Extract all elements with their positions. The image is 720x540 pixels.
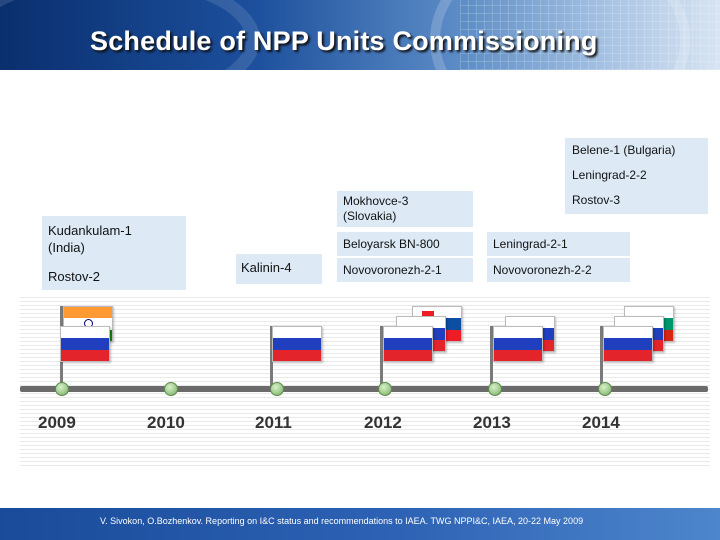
year-label-2013: 2013 [473, 413, 511, 432]
timeline-tick [598, 382, 612, 396]
flag-pole [600, 326, 603, 386]
unit-label-mokhovce-3: Mokhovce-3 (Slovakia) [337, 191, 473, 227]
russia-flag-icon [383, 326, 433, 362]
footer-citation: V. Sivokon, O.Bozhenkov. Reporting on I&… [100, 516, 584, 526]
year-label-2011: 2011 [255, 413, 292, 432]
russia-flag-icon [60, 326, 110, 362]
unit-label-kudankulam-1: Kudankulam-1 (India) [48, 223, 132, 255]
unit-label-leningrad-2-2: Leningrad-2-2 [572, 168, 647, 182]
russia-flag-icon [272, 326, 322, 362]
header-decoration [430, 0, 690, 70]
year-label-2012: 2012 [364, 413, 402, 432]
unit-label-novovoronezh-2-2: Novovoronezh-2-2 [487, 258, 630, 282]
flag-pole [490, 326, 493, 386]
timeline-tick [378, 382, 392, 396]
russia-flag-icon [603, 326, 653, 362]
unit-label-rostov-3: Rostov-3 [572, 193, 621, 207]
unit-label-belene-1: Belene-1 (Bulgaria) [572, 143, 676, 157]
label-group-2009: Kudankulam-1 (India) Rostov-2 [42, 216, 186, 290]
timeline-tick [488, 382, 502, 396]
timeline-background [20, 296, 710, 466]
russia-flag-icon [493, 326, 543, 362]
timeline-axis [20, 386, 708, 392]
header-texture [460, 0, 720, 70]
unit-label-beloyarsk: Beloyarsk BN-800 [337, 232, 473, 256]
label-group-2014: Belene-1 (Bulgaria) Leningrad-2-2 Rostov… [565, 138, 708, 214]
unit-label-novovoronezh-2-1: Novovoronezh-2-1 [337, 258, 473, 282]
timeline-tick [270, 382, 284, 396]
header-banner [0, 0, 720, 70]
unit-label-kalinin-4: Kalinin-4 [236, 254, 322, 284]
slide-title: Schedule of NPP Units Commissioning [90, 26, 598, 56]
year-label-2014: 2014 [582, 413, 620, 432]
timeline-tick [55, 382, 69, 396]
timeline-tick [164, 382, 178, 396]
footer-bar [0, 508, 720, 540]
year-label-2010: 2010 [147, 413, 185, 432]
unit-label-leningrad-2-1: Leningrad-2-1 [487, 232, 630, 256]
flag-pole [380, 326, 383, 386]
flag-pole [270, 326, 273, 386]
year-label-2009: 2009 [38, 413, 76, 432]
unit-label-rostov-2: Rostov-2 [48, 269, 101, 284]
